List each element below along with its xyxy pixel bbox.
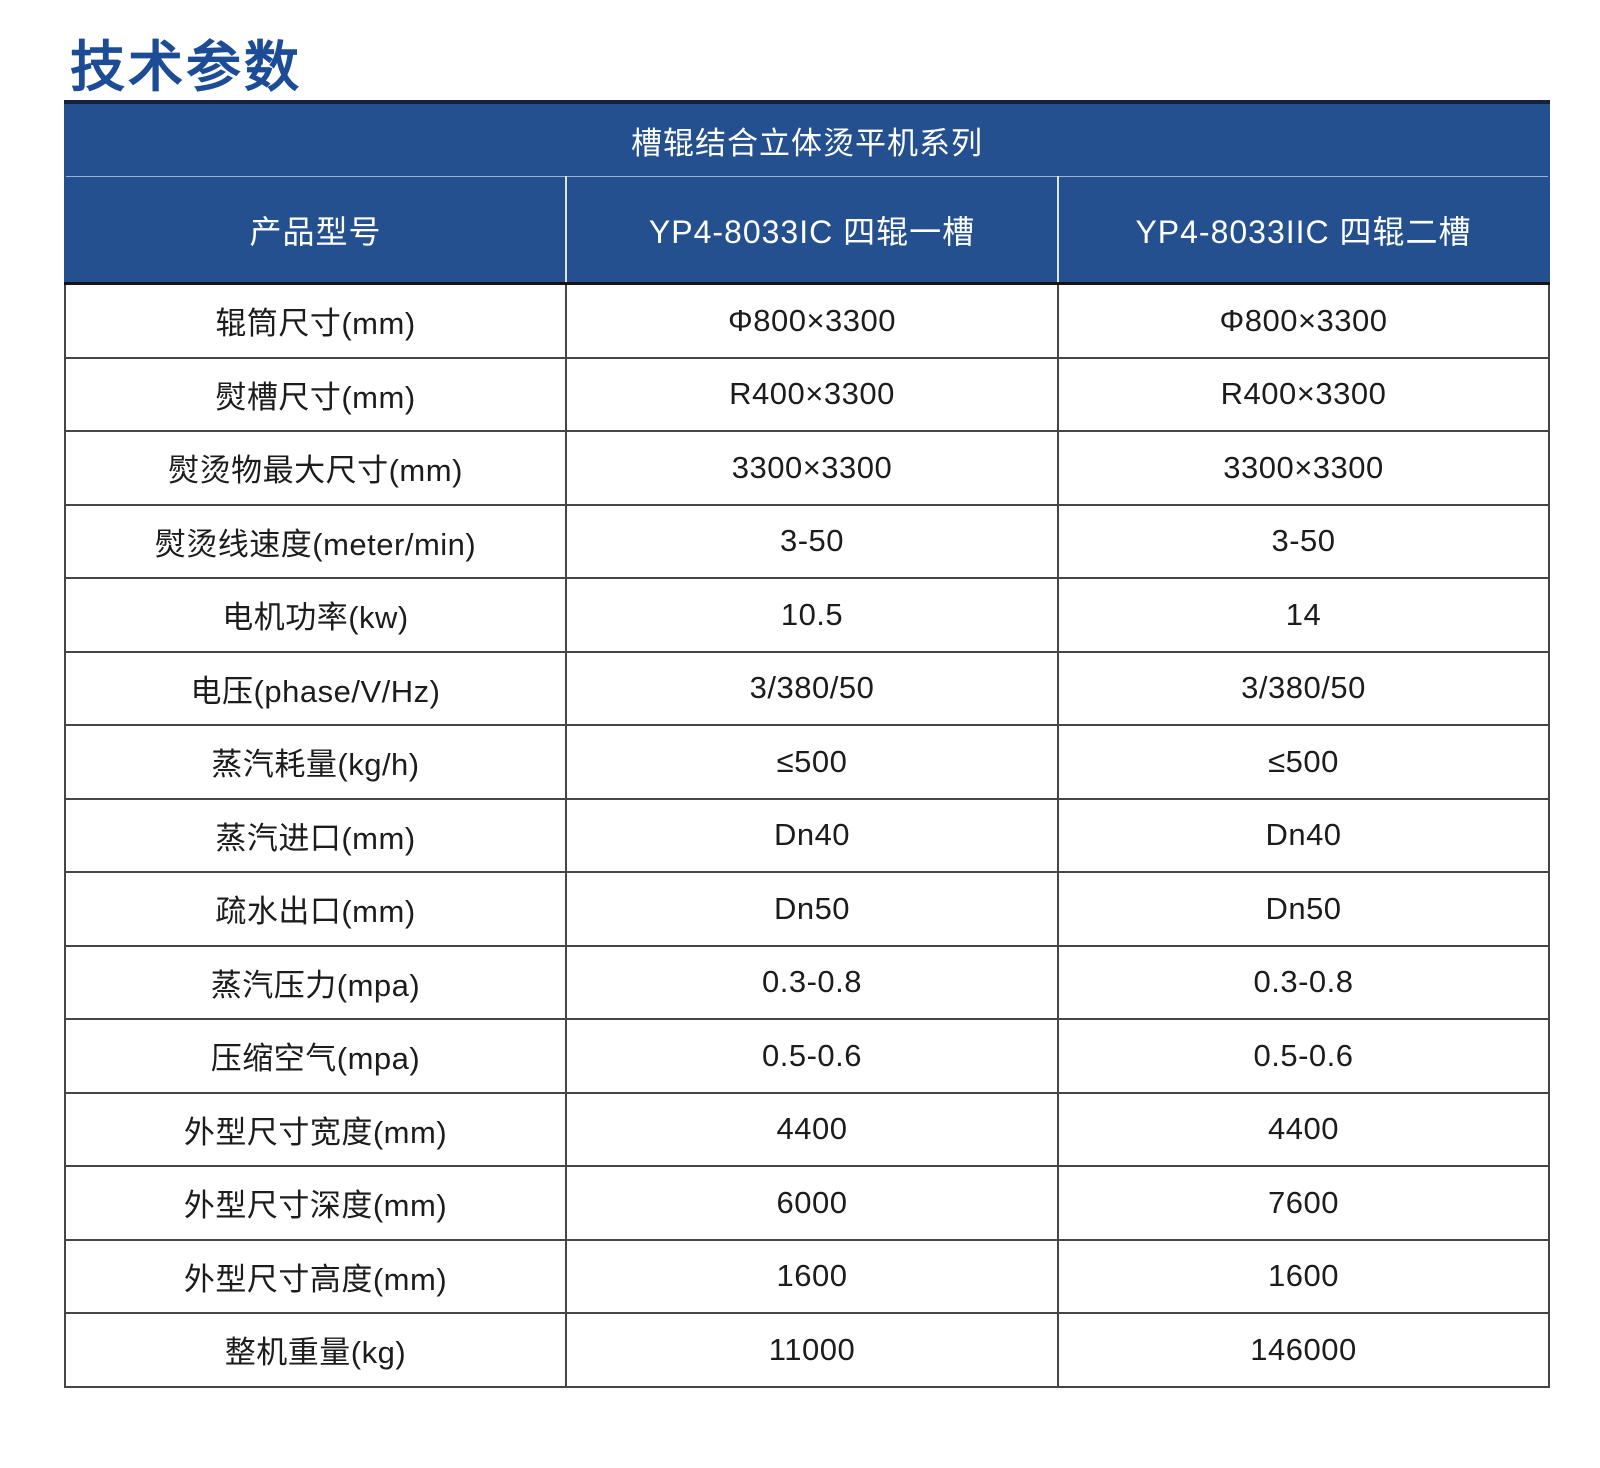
row-value-cell-1: 11000: [565, 1312, 1059, 1388]
row-value-cell-2: Dn40: [1057, 797, 1550, 873]
table-row: 整机重量(kg) 11000 146000: [64, 1312, 1550, 1388]
series-title-cell: 槽辊结合立体烫平机系列: [64, 100, 1550, 177]
column-header-yp4-8033iic: YP4-8033IIC 四辊二槽: [1057, 176, 1550, 285]
table-row: 熨槽尺寸(mm) R400×3300 R400×3300: [64, 356, 1550, 432]
row-value-cell-1: 0.3-0.8: [565, 944, 1059, 1020]
row-value-cell-1: 4400: [565, 1091, 1059, 1167]
row-value-cell-1: R400×3300: [565, 356, 1059, 432]
row-label-cell: 熨槽尺寸(mm): [64, 356, 567, 432]
row-value-cell-1: Dn40: [565, 797, 1059, 873]
row-label-cell: 疏水出口(mm): [64, 871, 567, 947]
row-value-cell-1: 3/380/50: [565, 650, 1059, 726]
row-value-cell-2: 7600: [1057, 1165, 1550, 1241]
row-value-cell-2: Dn50: [1057, 871, 1550, 947]
table-row: 外型尺寸宽度(mm) 4400 4400: [64, 1091, 1550, 1167]
row-value-cell-2: 3-50: [1057, 503, 1550, 579]
table-row: 电压(phase/V/Hz) 3/380/50 3/380/50: [64, 650, 1550, 726]
table-row: 外型尺寸高度(mm) 1600 1600: [64, 1238, 1550, 1314]
row-label-cell: 压缩空气(mpa): [64, 1018, 567, 1094]
table-row: 熨烫线速度(meter/min) 3-50 3-50: [64, 503, 1550, 579]
row-value-cell-1: ≤500: [565, 724, 1059, 800]
page-title: 技术参数: [70, 36, 303, 98]
row-label-cell: 熨烫线速度(meter/min): [64, 503, 567, 579]
table-row: 疏水出口(mm) Dn50 Dn50: [64, 871, 1550, 947]
row-value-cell-2: ≤500: [1057, 724, 1550, 800]
row-label-cell: 辊筒尺寸(mm): [64, 282, 567, 359]
row-value-cell-1: 0.5-0.6: [565, 1018, 1059, 1094]
table-row: 辊筒尺寸(mm) Φ800×3300 Φ800×3300: [64, 282, 1550, 359]
row-value-cell-2: 0.3-0.8: [1057, 944, 1550, 1020]
row-label-cell: 蒸汽耗量(kg/h): [64, 724, 567, 800]
row-value-cell-2: 1600: [1057, 1238, 1550, 1314]
row-value-cell-2: 14: [1057, 577, 1550, 653]
table-row: 蒸汽耗量(kg/h) ≤500 ≤500: [64, 724, 1550, 800]
row-value-cell-1: Dn50: [565, 871, 1059, 947]
row-label-cell: 整机重量(kg): [64, 1312, 567, 1388]
table-row: 蒸汽压力(mpa) 0.3-0.8 0.3-0.8: [64, 944, 1550, 1020]
row-label-cell: 蒸汽压力(mpa): [64, 944, 567, 1020]
row-value-cell-1: 10.5: [565, 577, 1059, 653]
row-value-cell-2: 146000: [1057, 1312, 1550, 1388]
row-label-cell: 外型尺寸高度(mm): [64, 1238, 567, 1314]
row-value-cell-1: 3300×3300: [565, 430, 1059, 506]
row-value-cell-1: 1600: [565, 1238, 1059, 1314]
row-label-cell: 蒸汽进口(mm): [64, 797, 567, 873]
table-row: 电机功率(kw) 10.5 14: [64, 577, 1550, 653]
column-header-yp4-8033ic: YP4-8033IC 四辊一槽: [565, 176, 1058, 285]
row-value-cell-2: 3300×3300: [1057, 430, 1550, 506]
spec-table: 槽辊结合立体烫平机系列 产品型号 YP4-8033IC 四辊一槽 YP4-803…: [64, 100, 1550, 1388]
row-value-cell-1: 6000: [565, 1165, 1059, 1241]
column-header-row: 产品型号 YP4-8033IC 四辊一槽 YP4-8033IIC 四辊二槽: [64, 176, 1550, 285]
row-label-cell: 外型尺寸深度(mm): [64, 1165, 567, 1241]
table-row: 压缩空气(mpa) 0.5-0.6 0.5-0.6: [64, 1018, 1550, 1094]
row-value-cell-2: 4400: [1057, 1091, 1550, 1167]
row-value-cell-2: R400×3300: [1057, 356, 1550, 432]
series-header-row: 槽辊结合立体烫平机系列: [64, 100, 1550, 177]
row-label-cell: 电压(phase/V/Hz): [64, 650, 567, 726]
column-header-model: 产品型号: [64, 176, 566, 285]
row-label-cell: 熨烫物最大尺寸(mm): [64, 430, 567, 506]
row-label-cell: 外型尺寸宽度(mm): [64, 1091, 567, 1167]
row-value-cell-1: 3-50: [565, 503, 1059, 579]
row-value-cell-2: Φ800×3300: [1057, 282, 1550, 359]
spec-table-header: 槽辊结合立体烫平机系列 产品型号 YP4-8033IC 四辊一槽 YP4-803…: [64, 100, 1550, 285]
table-row: 熨烫物最大尺寸(mm) 3300×3300 3300×3300: [64, 430, 1550, 506]
row-value-cell-1: Φ800×3300: [565, 282, 1059, 359]
row-value-cell-2: 0.5-0.6: [1057, 1018, 1550, 1094]
row-label-cell: 电机功率(kw): [64, 577, 567, 653]
spec-table-body: 辊筒尺寸(mm) Φ800×3300 Φ800×3300 熨槽尺寸(mm) R4…: [64, 282, 1550, 1388]
table-row: 蒸汽进口(mm) Dn40 Dn40: [64, 797, 1550, 873]
table-row: 外型尺寸深度(mm) 6000 7600: [64, 1165, 1550, 1241]
row-value-cell-2: 3/380/50: [1057, 650, 1550, 726]
